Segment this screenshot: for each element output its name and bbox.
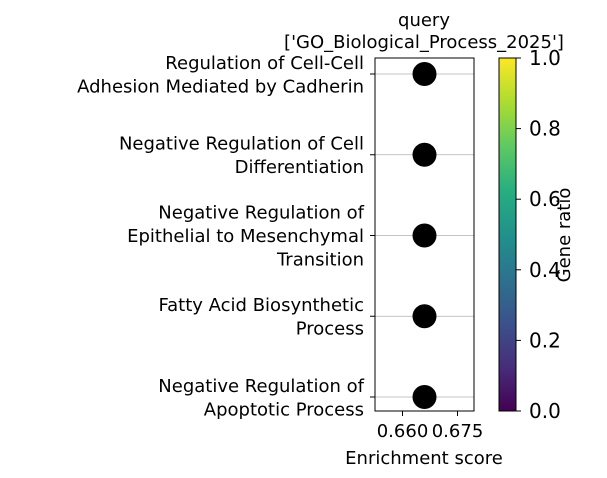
colorbar-tick-label: 0.2: [529, 328, 561, 352]
colorbar-tick-label: 0.8: [529, 117, 561, 141]
data-point: [412, 304, 437, 329]
colorbar: [498, 57, 517, 412]
data-points: [412, 62, 437, 409]
colorbar-label: Gene ratio: [554, 188, 575, 283]
y-tick-label: Negative Regulation of Epithelial to Mese…: [127, 203, 365, 271]
y-tick-label: Negative Regulation of Cell Differentiati…: [119, 134, 364, 179]
data-point: [412, 385, 437, 409]
colorbar-ticks: 0.0 0.2 0.4 0.6 0.8 1.0: [516, 46, 561, 423]
data-point: [412, 223, 437, 248]
colorbar-tick-label: 1.0: [529, 46, 561, 70]
x-tick-label: 0.675: [432, 421, 484, 442]
chart-title: query ['GO_Biological_Process_2025']: [284, 10, 564, 53]
colorbar-tick-label: 0.4: [529, 258, 561, 282]
x-axis-ticks: 0.660 0.675: [377, 411, 484, 442]
chart-title-text: query ['GO_Biological_Process_2025']: [284, 10, 564, 53]
data-point: [412, 62, 437, 86]
x-axis-label: Enrichment score: [345, 448, 503, 469]
colorbar-tick-label: 0.0: [529, 399, 561, 423]
y-tick-label: Negative Regulation of Apoptotic Process: [158, 376, 364, 421]
plot-frame: [374, 57, 475, 412]
colorbar-tick-label: 0.6: [529, 187, 561, 211]
x-tick-label: 0.660: [377, 421, 429, 442]
data-point: [412, 142, 437, 167]
y-axis-ticks: Regulation of Cell-Cell Adhesion Mediated…: [77, 53, 375, 421]
y-tick-label: Regulation of Cell-Cell Adhesion Mediated…: [77, 53, 364, 98]
y-tick-label: Fatty Acid Biosynthetic Process: [158, 295, 364, 340]
